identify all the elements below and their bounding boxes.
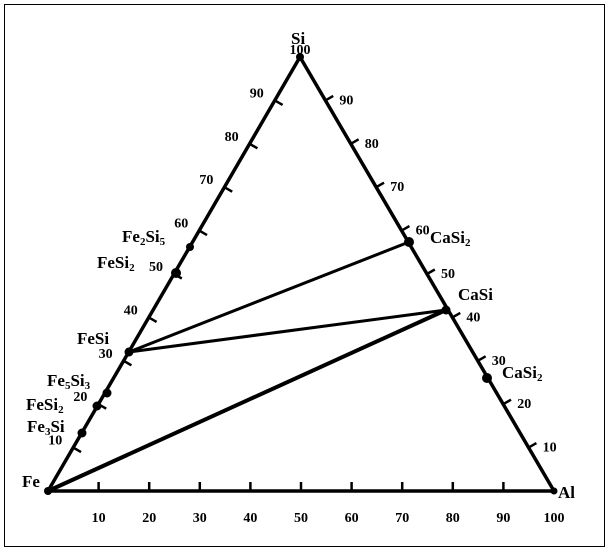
right-edge-tick-70: [375, 181, 385, 189]
left-edge-tick-40: [148, 316, 158, 323]
phase-label-casi2-upper: CaSi2: [430, 228, 471, 249]
right-edge-tick-label-10: 10: [543, 441, 557, 456]
right-edge-tick-90: [324, 94, 334, 102]
left-edge-tick-label-20: 20: [73, 390, 87, 405]
point-fe2si5: [186, 243, 194, 251]
left-edge-tick-label-50: 50: [149, 260, 163, 275]
left-edge-tick-label-70: 70: [199, 173, 213, 188]
tick-marks: [72, 94, 538, 491]
point-fesi2-lower: [92, 401, 102, 411]
tie-line-fesi-casi: [128, 308, 447, 354]
phase-label-fesi2-lower: FeSi2: [26, 395, 64, 416]
left-edge-tick-80: [248, 142, 259, 150]
point-fesi2-upper: [171, 268, 181, 278]
bottom-edge-tick-label-60: 60: [345, 511, 359, 526]
left-edge-tick-label-30: 30: [99, 347, 113, 362]
point-fesi: [124, 347, 134, 357]
left-edge-tick-70: [223, 186, 233, 193]
right-edge-tick-label-20: 20: [517, 397, 531, 412]
point-fe: [44, 487, 52, 495]
tie-line-fe-casi: [47, 308, 447, 493]
phase-label-fesi2-upper: FeSi2: [97, 253, 135, 274]
right-edge-tick-label-40: 40: [466, 310, 480, 325]
phase-label-fe3si: Fe3Si: [27, 417, 65, 438]
right-edge-tick-label-60: 60: [416, 224, 430, 239]
tie-line-fesi-casi2: [128, 240, 410, 354]
left-edge-tick-90: [274, 99, 284, 106]
bottom-edge-tick-label-70: 70: [395, 511, 409, 526]
phase-label-casi: CaSi: [458, 285, 493, 304]
bottom-edge-tick-label-80: 80: [446, 511, 460, 526]
left-edge-tick-10: [72, 446, 82, 454]
right-edge-tick-40: [451, 311, 461, 319]
right-edge-tick-60: [400, 225, 411, 232]
bottom-edge-tick-label-30: 30: [193, 511, 207, 526]
vertex-label-al: Al: [558, 483, 575, 502]
point-fe3si: [77, 428, 87, 438]
phase-label-casi2-lower: CaSi2: [502, 363, 543, 384]
point-si: [296, 53, 304, 61]
right-edge-tick-20: [502, 398, 512, 406]
bottom-edge-tick-label-50: 50: [294, 511, 308, 526]
phase-label-fe2si5: Fe2Si5: [122, 227, 166, 248]
phase-label-fesi: FeSi: [77, 329, 109, 348]
right-edge-tick-50: [426, 268, 436, 276]
point-fe5si3: [102, 388, 112, 398]
left-edge-tick-label-10: 10: [48, 434, 62, 449]
right-edge-tick-label-80: 80: [365, 137, 379, 152]
left-edge-tick-label-80: 80: [225, 130, 239, 145]
bottom-edge-tick-label-10: 10: [92, 511, 106, 526]
right-edge-tick-80: [350, 138, 360, 145]
right-edge-tick-10: [527, 442, 538, 449]
left-edge-tick-label-90: 90: [250, 86, 264, 101]
point-casi2-upper: [404, 237, 414, 247]
left-edge-tick-label-100: 100: [290, 43, 311, 58]
point-casi: [441, 305, 451, 315]
bottom-edge-tick-label-100: 100: [544, 511, 565, 526]
vertex-label-fe: Fe: [22, 472, 40, 491]
left-edge-tick-60: [198, 229, 208, 237]
left-edge-tick-label-60: 60: [174, 217, 188, 232]
left-edge-tick-30: [122, 359, 133, 367]
bottom-edge-tick-label-40: 40: [243, 511, 257, 526]
right-edge-tick-30: [477, 355, 487, 362]
bottom-edge-tick-label-20: 20: [142, 511, 156, 526]
tick-labels: 10 20 30 40 50 60 70 80 90 100 10 20 30 40 50 60 70 80 90 1…: [48, 43, 564, 526]
vertex-label-si: Si: [291, 29, 305, 48]
right-edge-tick-label-90: 90: [339, 93, 353, 108]
right-edge-tick-label-50: 50: [441, 267, 455, 282]
phase-label-fe5si3: Fe5Si3: [47, 371, 91, 392]
right-edge-tick-label-30: 30: [492, 354, 506, 369]
diagram-frame: [4, 4, 605, 547]
right-edge-tick-label-70: 70: [390, 180, 404, 195]
bottom-edge-tick-label-90: 90: [496, 511, 510, 526]
point-al: [550, 487, 558, 495]
left-edge-tick-label-40: 40: [124, 303, 138, 318]
point-casi2-lower: [482, 373, 492, 383]
